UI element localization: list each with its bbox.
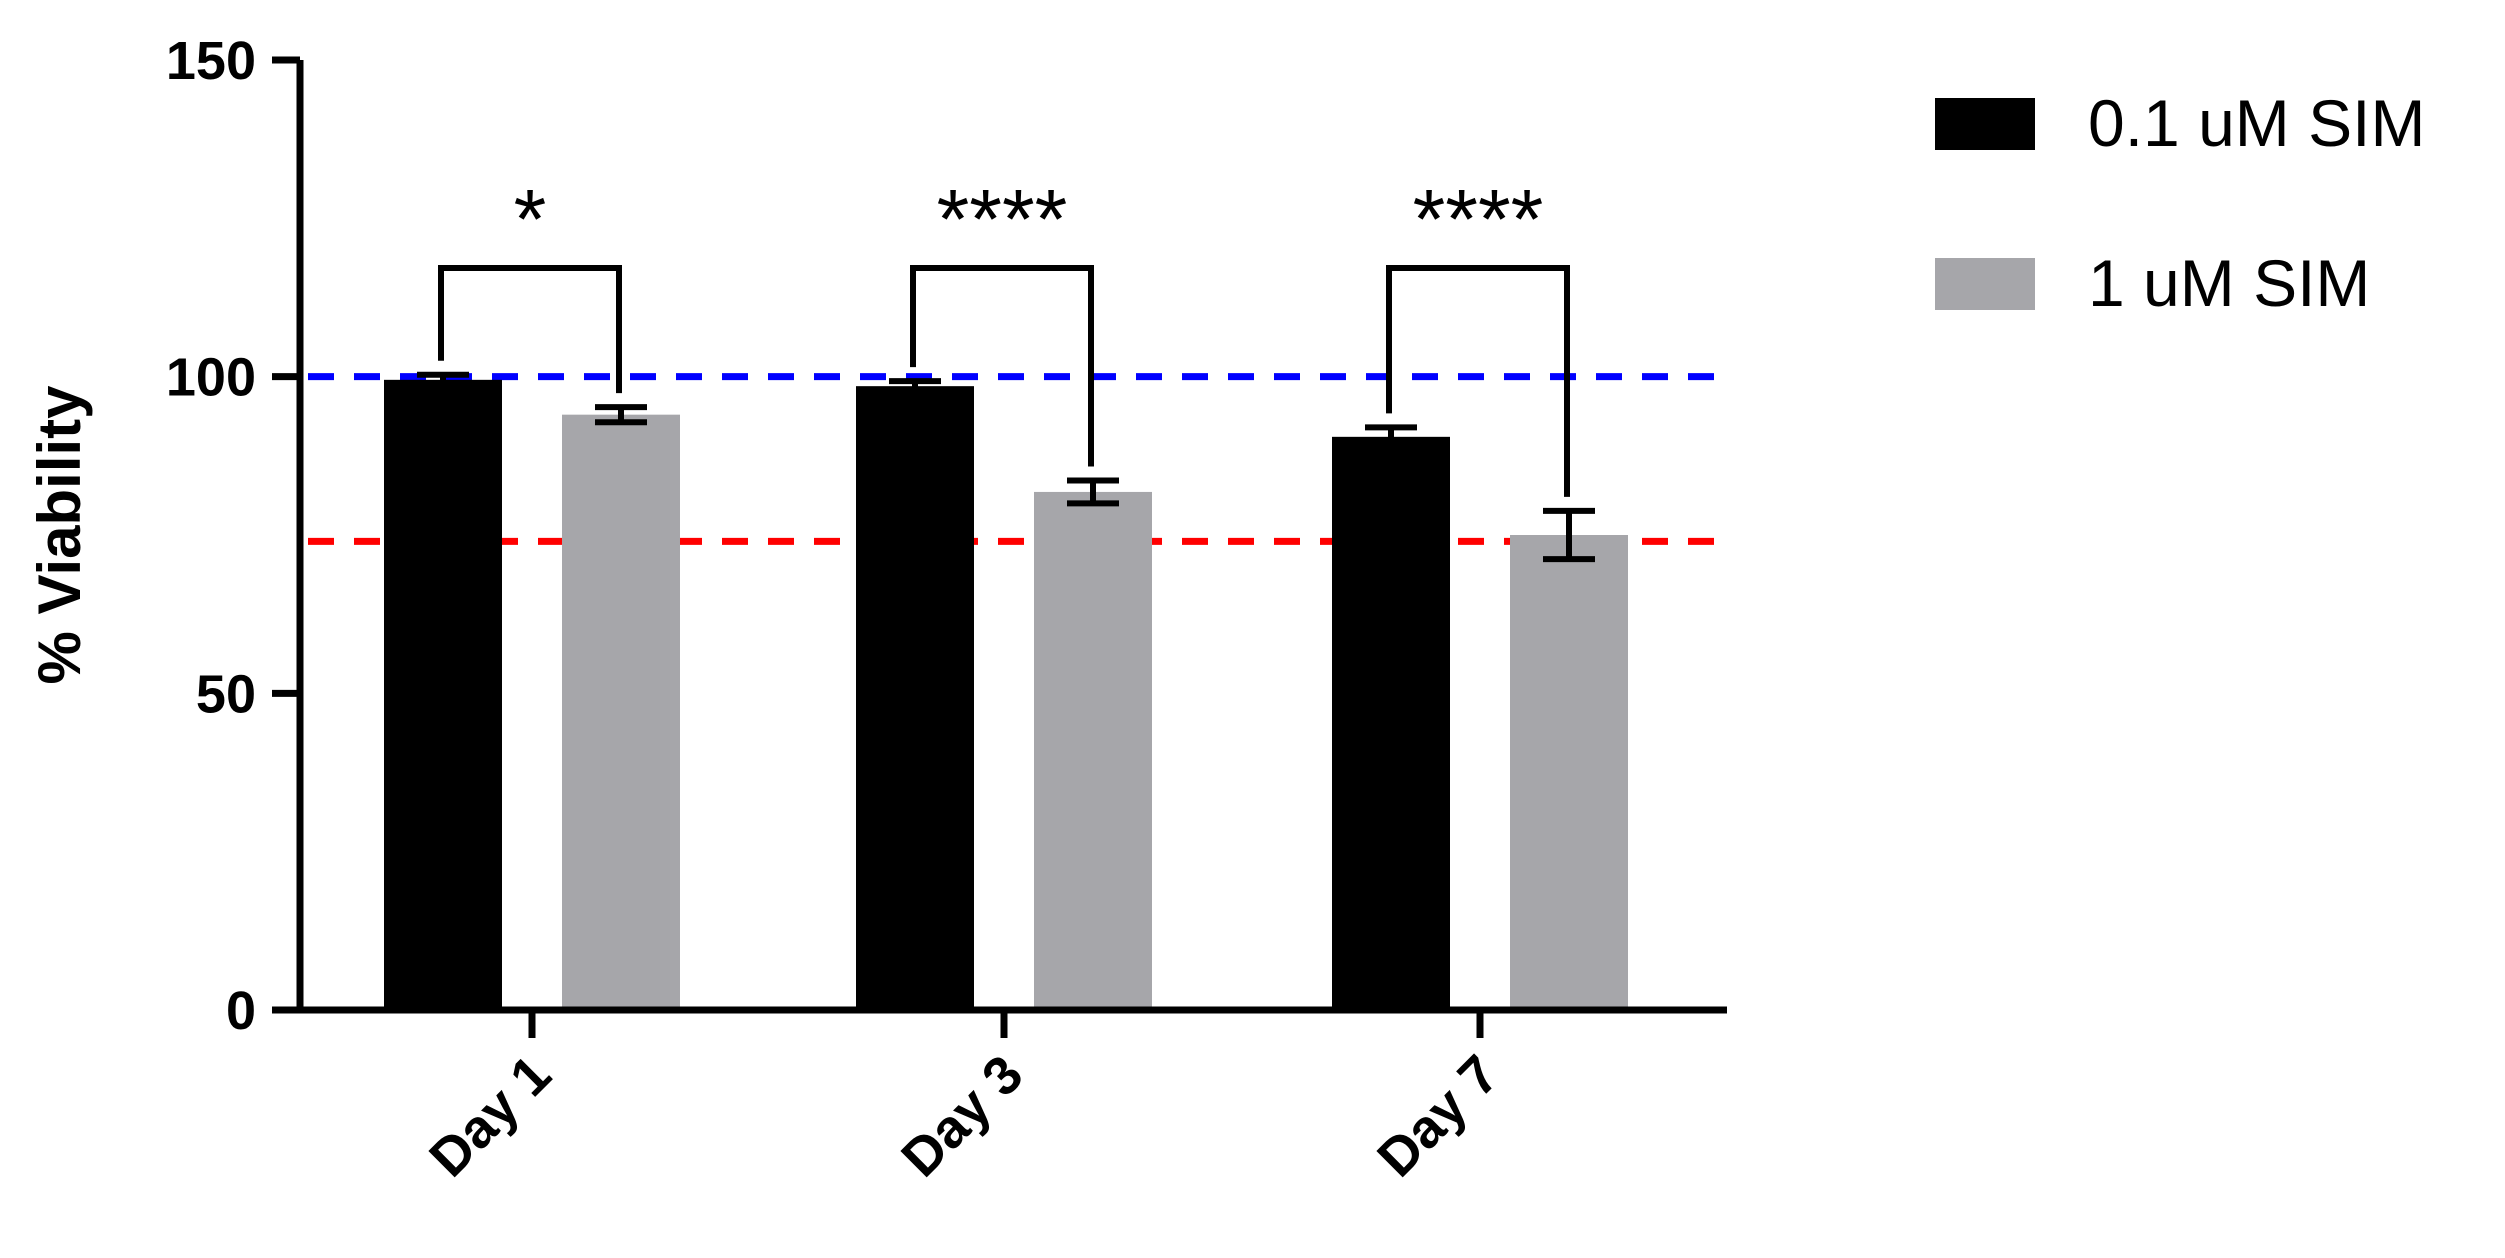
bar	[1510, 535, 1628, 1010]
error-bars	[417, 371, 1595, 563]
legend: 0.1 uM SIM 1 uM SIM	[1935, 86, 2425, 320]
error-bar	[1543, 507, 1595, 563]
significance-label: ****	[937, 172, 1068, 266]
y-tick-label: 0	[226, 981, 256, 1041]
y-tick-label: 100	[166, 348, 256, 408]
significance-bracket	[438, 265, 622, 394]
x-ticks: Day 1 Day 3 Day 7	[418, 1010, 1510, 1188]
y-axis-label: % Viability	[26, 385, 93, 685]
error-bar	[889, 378, 941, 395]
error-bar	[1365, 424, 1417, 450]
bars	[384, 379, 1628, 1011]
bar	[856, 386, 974, 1011]
error-bar	[417, 371, 469, 388]
bar	[384, 379, 502, 1010]
x-tick-label: Day 3	[890, 1044, 1034, 1188]
bar	[1332, 436, 1450, 1010]
y-tick-label: 150	[166, 31, 256, 91]
significance-label: ****	[1413, 172, 1544, 266]
x-tick-label: Day 1	[418, 1044, 562, 1188]
significance-label: *	[514, 172, 547, 266]
significance-brackets: * **** ****	[438, 172, 1570, 497]
bar	[562, 414, 680, 1011]
y-ticks: 0 50 100 150	[166, 31, 300, 1041]
y-tick-label: 50	[196, 664, 256, 724]
legend-item: 1 uM SIM	[1935, 246, 2370, 320]
legend-swatch	[1935, 258, 2035, 310]
error-bar	[1067, 477, 1119, 507]
significance-bracket	[1386, 265, 1570, 497]
significance-bracket	[910, 265, 1094, 467]
x-tick-label: Day 7	[1366, 1044, 1510, 1188]
legend-label: 0.1 uM SIM	[2088, 86, 2425, 160]
error-bar	[595, 404, 647, 426]
reference-lines	[308, 373, 1727, 545]
bar	[1034, 491, 1152, 1010]
legend-swatch	[1935, 98, 2035, 150]
legend-label: 1 uM SIM	[2088, 246, 2370, 320]
legend-item: 0.1 uM SIM	[1935, 86, 2425, 160]
